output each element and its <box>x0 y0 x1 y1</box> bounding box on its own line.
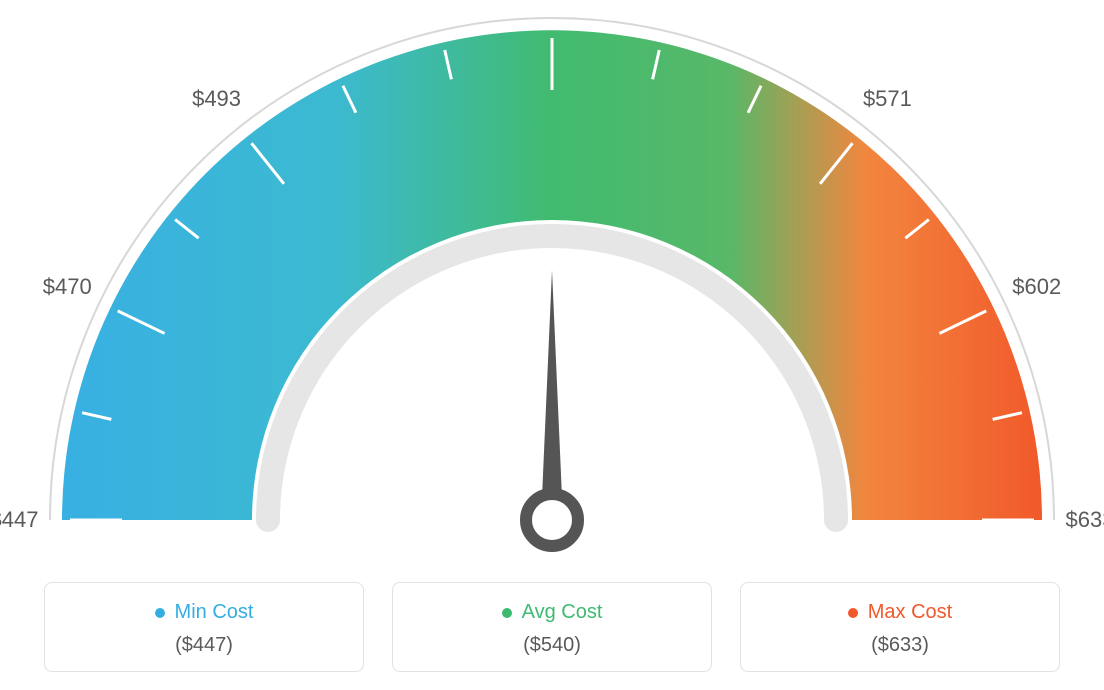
legend-value: ($540) <box>393 634 711 657</box>
gauge-tick-label: $602 <box>1012 274 1061 300</box>
legend-card-min: Min Cost ($447) <box>44 582 364 672</box>
legend-title-max: Max Cost <box>848 601 952 624</box>
legend-card-max: Max Cost ($633) <box>740 582 1060 672</box>
legend-label: Max Cost <box>868 601 952 624</box>
dot-icon <box>155 608 165 618</box>
gauge-tick-label: $470 <box>43 274 92 300</box>
legend-card-avg: Avg Cost ($540) <box>392 582 712 672</box>
legend-row: Min Cost ($447) Avg Cost ($540) Max Cost… <box>0 582 1104 672</box>
gauge-tick-label: $571 <box>863 86 912 112</box>
dot-icon <box>848 608 858 618</box>
legend-title-avg: Avg Cost <box>502 601 603 624</box>
legend-value: ($633) <box>741 634 1059 657</box>
gauge-svg <box>0 0 1104 560</box>
legend-title-min: Min Cost <box>155 601 254 624</box>
legend-label: Avg Cost <box>522 601 603 624</box>
gauge-tick-label: $633 <box>1066 507 1104 533</box>
legend-value: ($447) <box>45 634 363 657</box>
legend-label: Min Cost <box>175 601 254 624</box>
gauge-tick-label: $493 <box>192 86 241 112</box>
cost-gauge: $447$470$493$540$571$602$633 <box>0 0 1104 560</box>
dot-icon <box>502 608 512 618</box>
gauge-tick-label: $447 <box>0 507 38 533</box>
